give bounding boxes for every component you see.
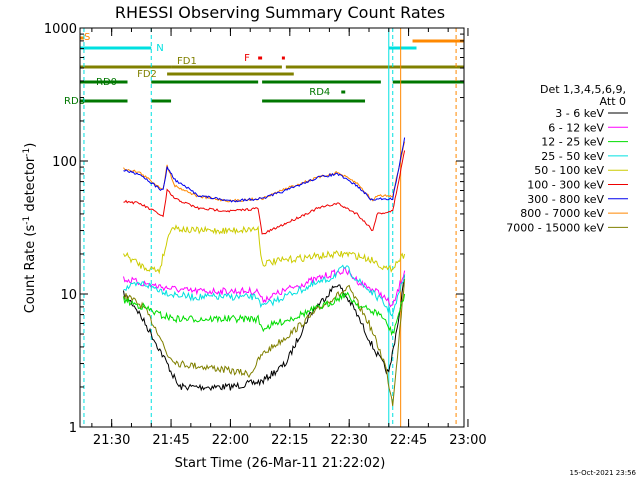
y-axis-label: Count Rate (s-1 detector-1) xyxy=(22,143,38,314)
y-tick-label-1: 10 xyxy=(60,288,77,303)
series-line-4 xyxy=(123,224,406,275)
legend-label-7: 800 - 7000 keV xyxy=(520,207,604,220)
legend-label-2: 12 - 25 keV xyxy=(541,136,604,149)
x-tick-label-6: 23:00 xyxy=(449,433,486,448)
y-axis: 1 10 100 1000 xyxy=(44,22,464,436)
series-line-6 xyxy=(123,137,406,203)
flag-label-rd0: RD0 xyxy=(96,77,117,88)
flag-label-rd4: RD4 xyxy=(309,87,330,98)
flag-label-fd2: FD2 xyxy=(137,69,157,80)
y-tick-label-0: 1 xyxy=(69,421,77,436)
series-line-1 xyxy=(123,266,406,308)
x-tick-label-4: 22:30 xyxy=(330,433,367,448)
x-tick-label-0: 21:30 xyxy=(93,433,130,448)
series-line-8 xyxy=(123,278,406,407)
series-line-5 xyxy=(123,150,406,235)
legend-label-8: 7000 - 15000 keV xyxy=(506,221,604,234)
legend-label-1: 6 - 12 keV xyxy=(548,121,604,134)
series-layer xyxy=(123,137,406,407)
legend-header-line1: Det 1,3,4,5,6,9, xyxy=(540,83,626,96)
series-line-7 xyxy=(123,141,406,203)
legend-label-5: 100 - 300 keV xyxy=(527,179,604,192)
time-markers-layer xyxy=(83,28,457,427)
observing-flags-layer: S N F FD1 FD2 RD0 RD4 RD8 xyxy=(64,32,464,107)
y-tick-label-3: 1000 xyxy=(44,22,77,37)
x-tick-label-2: 22:00 xyxy=(212,433,249,448)
flag-label-s: S xyxy=(84,32,90,43)
flag-label-rd8: RD8 xyxy=(64,96,85,107)
x-tick-label-3: 22:15 xyxy=(271,433,308,448)
x-tick-label-5: 22:45 xyxy=(390,433,427,448)
plot-frame xyxy=(79,27,465,428)
flag-label-n: N xyxy=(156,43,163,54)
legend-label-3: 25 - 50 keV xyxy=(541,150,604,163)
legend-label-4: 50 - 100 keV xyxy=(534,164,604,177)
y-tick-label-2: 100 xyxy=(52,155,77,170)
series-line-3 xyxy=(123,264,406,317)
flag-label-f: F xyxy=(244,53,250,64)
x-axis: 21:30 21:45 22:00 22:15 22:30 22:45 23:00 xyxy=(91,28,487,448)
legend-header-line2: Att 0 xyxy=(600,95,626,108)
x-tick-label-1: 21:45 xyxy=(152,433,189,448)
footer-date: 15-Oct-2021 23:56 xyxy=(570,469,637,477)
series-line-0 xyxy=(123,274,406,392)
legend-label-0: 3 - 6 keV xyxy=(555,107,604,120)
flag-label-fd1: FD1 xyxy=(177,56,197,67)
x-axis-label: Start Time (26-Mar-11 21:22:02) xyxy=(175,456,386,471)
series-line-2 xyxy=(123,291,406,337)
chart-title: RHESSI Observing Summary Count Rates xyxy=(115,3,445,22)
legend-label-6: 300 - 800 keV xyxy=(527,193,604,206)
